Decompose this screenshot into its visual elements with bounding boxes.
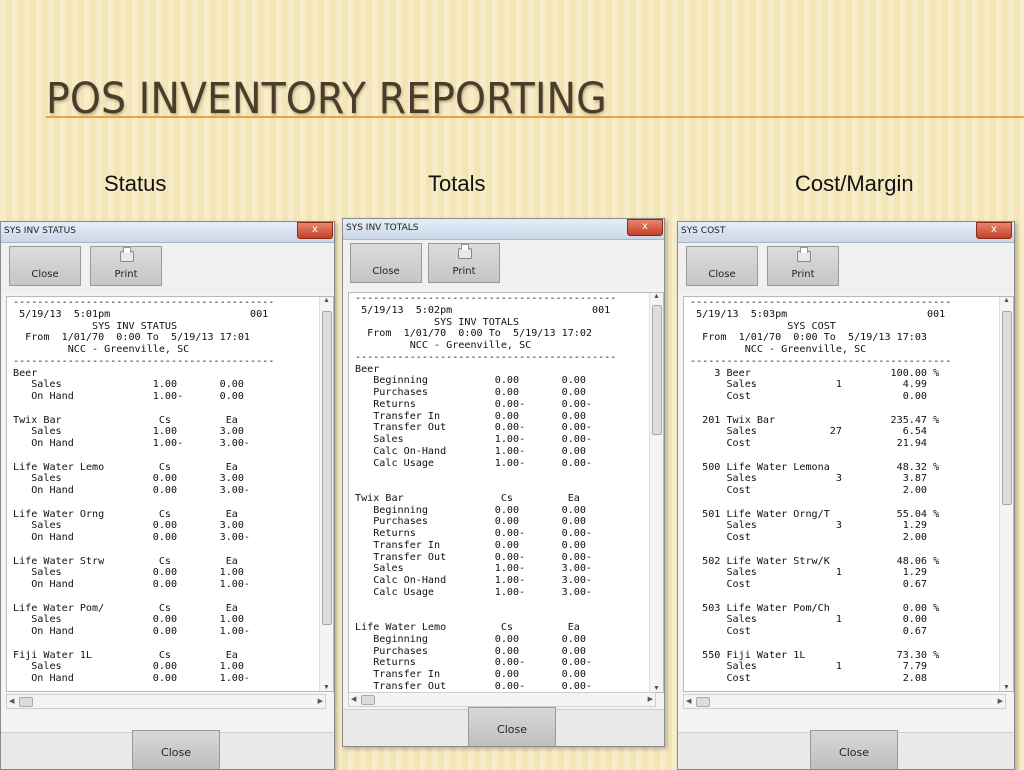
label-totals: Totals [428, 171, 486, 196]
totals-toolbar: Close Print [343, 240, 664, 289]
status-horizontal-scrollbar[interactable]: ◀ ▶ [6, 694, 326, 709]
slide-title: POS INVENTORY REPORTING [46, 74, 607, 124]
cost-close-x-button[interactable]: x [976, 222, 1012, 239]
cost-close-button[interactable]: Close [686, 246, 758, 286]
totals-close-label: Close [372, 266, 400, 277]
arrow-right-icon[interactable]: ▶ [997, 698, 1003, 705]
label-status: Status [104, 171, 167, 196]
totals-horizontal-scrollbar[interactable]: ◀ ▶ [348, 692, 656, 707]
cost-report-area[interactable]: ----------------------------------------… [683, 296, 1014, 692]
close-icon: x [991, 224, 997, 235]
status-vertical-scrollbar[interactable]: ▲ ▼ [319, 297, 333, 691]
cost-report-text: ----------------------------------------… [690, 297, 952, 684]
cost-print-label: Print [791, 269, 815, 280]
totals-report-area[interactable]: ----------------------------------------… [348, 292, 664, 693]
status-close-button[interactable]: Close [9, 246, 81, 286]
status-print-button[interactable]: Print [90, 246, 162, 286]
totals-report-text: ----------------------------------------… [355, 293, 617, 692]
printer-icon [458, 244, 472, 259]
status-toolbar: Close Print [1, 243, 334, 292]
arrow-right-icon[interactable]: ▶ [317, 698, 323, 705]
arrow-up-icon[interactable]: ▲ [653, 293, 660, 300]
totals-print-button[interactable]: Print [428, 243, 500, 283]
totals-hscroll-thumb[interactable] [361, 695, 375, 705]
totals-window: SYS INV TOTALS x Close Print -----------… [342, 218, 665, 747]
arrow-down-icon[interactable]: ▼ [1003, 684, 1010, 691]
label-cost-margin: Cost/Margin [795, 171, 914, 196]
title-divider [46, 116, 1024, 118]
totals-titlebar[interactable]: SYS INV TOTALS x [343, 219, 664, 240]
totals-vertical-scrollbar[interactable]: ▲ ▼ [649, 293, 663, 692]
arrow-left-icon[interactable]: ◀ [9, 698, 15, 705]
status-close-label: Close [31, 269, 59, 280]
cost-window-title: SYS COST [681, 226, 726, 236]
status-window: SYS INV STATUS x Close Print -----------… [0, 221, 335, 770]
cost-window: SYS COST x Close Print -----------------… [677, 221, 1015, 770]
status-hscroll-thumb[interactable] [19, 697, 33, 707]
status-close-x-button[interactable]: x [297, 222, 333, 239]
printer-icon [120, 247, 134, 262]
cost-footer-close-button[interactable]: Close [810, 730, 898, 769]
status-footer: Close [1, 730, 334, 769]
totals-print-label: Print [452, 266, 476, 277]
close-icon: x [642, 221, 648, 232]
cost-print-button[interactable]: Print [767, 246, 839, 286]
status-window-title: SYS INV STATUS [4, 226, 76, 236]
cost-hscroll-thumb[interactable] [696, 697, 710, 707]
arrow-down-icon[interactable]: ▼ [323, 684, 330, 691]
cost-horizontal-scrollbar[interactable]: ◀ ▶ [683, 694, 1006, 709]
totals-close-button[interactable]: Close [350, 243, 422, 283]
totals-window-title: SYS INV TOTALS [346, 223, 419, 233]
cost-titlebar[interactable]: SYS COST x [678, 222, 1014, 243]
status-footer-close-button[interactable]: Close [132, 730, 220, 769]
status-report-text: ----------------------------------------… [13, 297, 275, 684]
status-titlebar[interactable]: SYS INV STATUS x [1, 222, 334, 243]
totals-footer-close-button[interactable]: Close [468, 707, 556, 746]
close-icon: x [312, 224, 318, 235]
cost-vertical-scrollbar[interactable]: ▲ ▼ [999, 297, 1013, 691]
arrow-down-icon[interactable]: ▼ [653, 685, 660, 692]
arrow-right-icon[interactable]: ▶ [647, 696, 653, 703]
cost-scroll-thumb[interactable] [1002, 311, 1012, 505]
cost-toolbar: Close Print [678, 243, 1014, 292]
status-print-label: Print [114, 269, 138, 280]
totals-footer: Close [343, 707, 664, 746]
totals-scroll-thumb[interactable] [652, 305, 662, 435]
arrow-left-icon[interactable]: ◀ [686, 698, 692, 705]
arrow-up-icon[interactable]: ▲ [323, 297, 330, 304]
cost-footer: Close [678, 730, 1014, 769]
printer-icon [797, 247, 811, 262]
cost-close-label: Close [708, 269, 736, 280]
arrow-up-icon[interactable]: ▲ [1003, 297, 1010, 304]
arrow-left-icon[interactable]: ◀ [351, 696, 357, 703]
status-scroll-thumb[interactable] [322, 311, 332, 625]
status-report-area[interactable]: ----------------------------------------… [6, 296, 334, 692]
totals-close-x-button[interactable]: x [627, 219, 663, 236]
